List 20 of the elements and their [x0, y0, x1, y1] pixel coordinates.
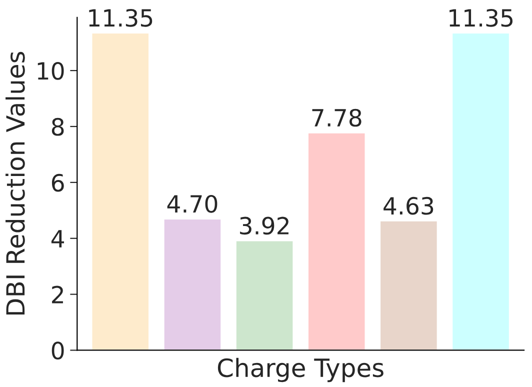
bar [235, 240, 294, 350]
data-label: 11.35 [450, 8, 513, 27]
bar [379, 220, 438, 350]
y-tick-label: 2 [52, 286, 63, 304]
y-tick-label: 6 [52, 174, 64, 192]
data-label: 7.78 [312, 108, 362, 127]
y-tick-label: 8 [52, 118, 64, 136]
y-tick-label: 0 [52, 342, 64, 360]
data-label: 3.92 [240, 216, 288, 235]
data-label: 11.35 [89, 8, 152, 27]
bar [307, 132, 366, 350]
y-tick-label: 10 [38, 62, 64, 80]
data-label: 4.70 [167, 194, 218, 213]
bar [451, 32, 510, 350]
x-axis-title: Charge Types [218, 358, 384, 382]
y-tick-label: 4 [51, 230, 64, 248]
data-label: 4.63 [384, 196, 434, 215]
y-axis-title: DBI Reduction Values [6, 52, 25, 315]
bar [90, 32, 150, 350]
bar [162, 218, 222, 350]
